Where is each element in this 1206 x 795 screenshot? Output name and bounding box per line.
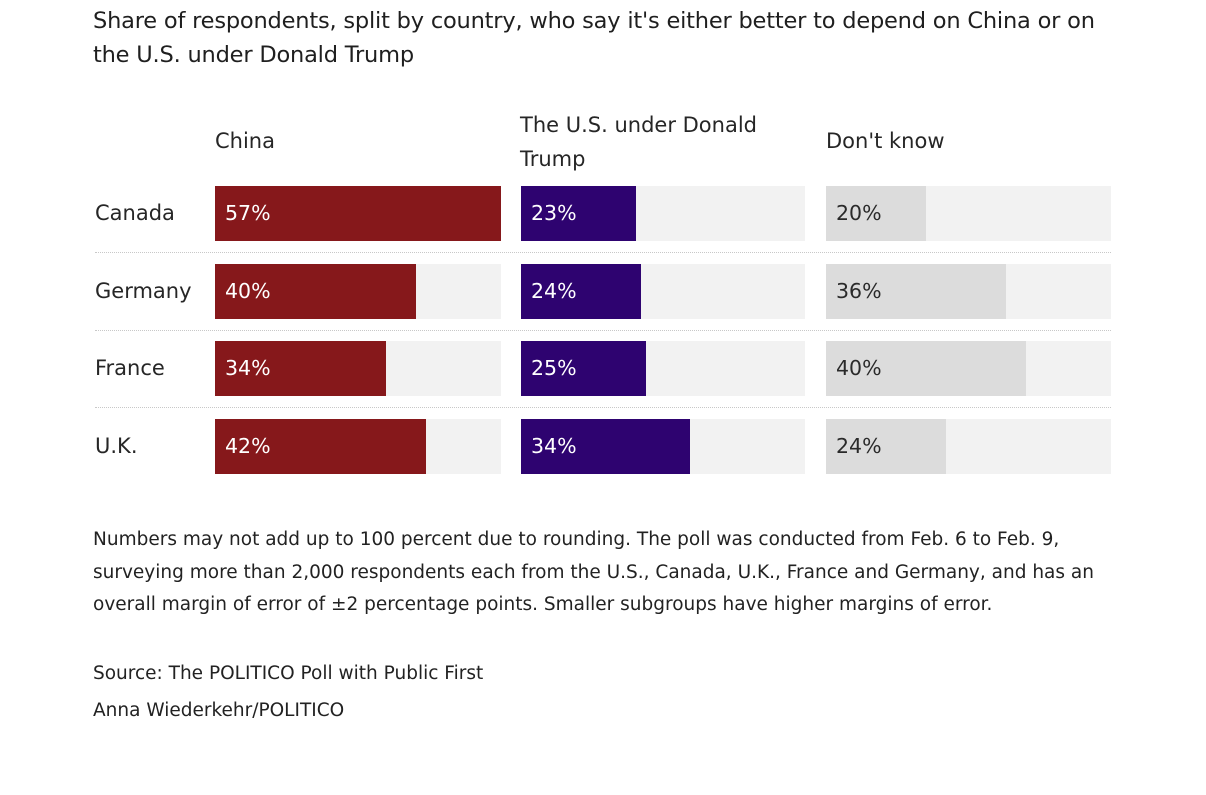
- chart-credit: Anna Wiederkehr/POLITICO: [93, 700, 345, 721]
- bar: [826, 341, 1026, 396]
- bar-track: 20%: [826, 186, 1111, 241]
- bar-track: 23%: [521, 186, 805, 241]
- bar-track: 25%: [521, 341, 805, 396]
- bar-track: 34%: [521, 419, 805, 474]
- bar: [521, 341, 646, 396]
- bar: [826, 186, 926, 241]
- bar-track: 36%: [826, 264, 1111, 319]
- note-text: Numbers may not add up to 100 percent du…: [93, 529, 1094, 616]
- bar: [215, 186, 501, 241]
- bar: [521, 419, 691, 474]
- column-header-us-trump: The U.S. under Donald Trump: [520, 113, 757, 171]
- chart-source: Source: The POLITICO Poll with Public Fi…: [93, 663, 484, 684]
- bar-track: 57%: [215, 186, 501, 241]
- bar-track: 24%: [826, 419, 1111, 474]
- chart-title: Share of respondents, split by country, …: [93, 8, 1095, 68]
- data-label: 57%: [225, 201, 271, 225]
- row-divider: [95, 330, 1111, 331]
- data-label: 42%: [225, 434, 271, 458]
- bar: [826, 264, 1006, 319]
- row-label: Germany: [95, 279, 192, 303]
- data-label: 25%: [531, 356, 577, 380]
- data-label: 23%: [531, 201, 577, 225]
- bar-track: 42%: [215, 419, 501, 474]
- data-label: 40%: [225, 279, 271, 303]
- row-divider: [95, 252, 1111, 253]
- data-label: 40%: [836, 356, 882, 380]
- bar: [826, 419, 946, 474]
- row-label: France: [95, 356, 165, 380]
- data-label: 34%: [531, 434, 577, 458]
- column-header-china: China: [215, 129, 275, 153]
- bar: [215, 419, 426, 474]
- bar-track: 24%: [521, 264, 805, 319]
- data-label: 36%: [836, 279, 882, 303]
- chart-note: Numbers may not add up to 100 percent du…: [93, 524, 1103, 622]
- bar-track: 40%: [215, 264, 501, 319]
- bar: [215, 264, 416, 319]
- data-label: 34%: [225, 356, 271, 380]
- bar: [521, 264, 641, 319]
- data-label: 20%: [836, 201, 882, 225]
- bar-track: 40%: [826, 341, 1111, 396]
- row-label: Canada: [95, 201, 175, 225]
- row-label: U.K.: [95, 434, 138, 458]
- data-label: 24%: [836, 434, 882, 458]
- row-divider: [95, 407, 1111, 408]
- bar-track: 34%: [215, 341, 501, 396]
- bar: [215, 341, 386, 396]
- data-label: 24%: [531, 279, 577, 303]
- column-header-dont-know: Don't know: [826, 129, 945, 153]
- bar: [521, 186, 636, 241]
